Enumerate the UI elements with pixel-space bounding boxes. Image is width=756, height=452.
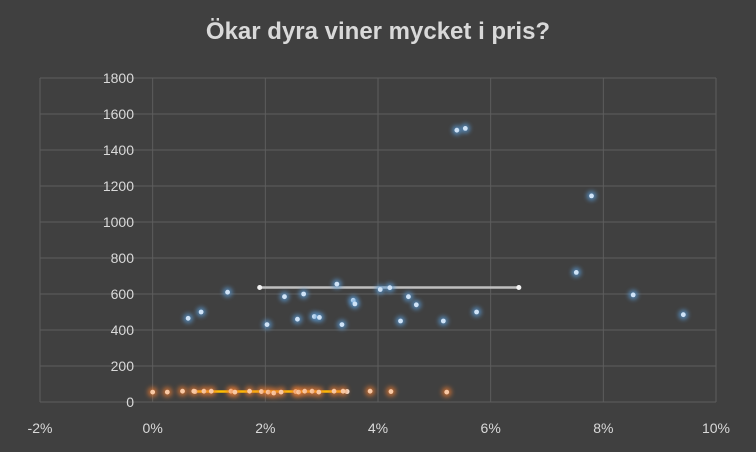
x-tick-label: 0%	[143, 420, 163, 436]
data-point	[340, 388, 346, 394]
data-point	[377, 287, 383, 292]
trend-line-end-marker	[257, 285, 263, 291]
data-point	[589, 193, 594, 199]
data-point	[264, 322, 270, 327]
x-tick-label: 4%	[368, 420, 388, 436]
data-point	[317, 315, 322, 320]
y-tick-label: 600	[111, 286, 135, 302]
data-point	[352, 301, 358, 307]
data-point	[247, 388, 252, 394]
data-point	[198, 309, 204, 315]
data-point	[388, 389, 394, 394]
y-tick-label: 400	[111, 322, 135, 338]
data-point	[296, 389, 301, 395]
y-tick-label: 1800	[103, 70, 134, 86]
data-point	[164, 389, 170, 395]
data-point	[331, 388, 337, 394]
y-tick-label: 0	[126, 394, 134, 410]
data-point	[309, 388, 315, 394]
x-tick-label: 2%	[255, 420, 275, 436]
data-point	[185, 315, 191, 321]
trend-line-end-marker	[516, 285, 522, 291]
data-point	[444, 389, 450, 395]
y-tick-label: 800	[111, 250, 135, 266]
y-tick-label: 1200	[103, 178, 134, 194]
data-point	[316, 389, 322, 395]
data-point	[387, 285, 393, 291]
data-point	[301, 291, 307, 297]
data-point	[225, 289, 230, 295]
data-point	[295, 316, 300, 322]
data-point	[680, 312, 686, 318]
x-tick-label: -2%	[28, 420, 53, 436]
y-tick-label: 1000	[103, 214, 134, 230]
data-point	[339, 322, 345, 327]
data-point	[150, 389, 156, 395]
data-point	[334, 281, 340, 287]
chart-title: Ökar dyra viner mycket i pris?	[205, 18, 551, 45]
data-point	[180, 388, 185, 394]
y-tick-label: 200	[111, 358, 135, 374]
x-tick-label: 10%	[702, 420, 730, 436]
data-point	[278, 389, 284, 395]
data-point	[282, 294, 287, 300]
x-tick-label: 6%	[481, 420, 501, 436]
data-point	[573, 270, 579, 275]
data-point	[258, 389, 264, 394]
data-point	[398, 318, 403, 324]
data-point	[191, 388, 197, 394]
data-point	[302, 388, 308, 394]
data-point	[271, 390, 277, 396]
y-tick-label: 1600	[103, 106, 134, 122]
data-point	[440, 318, 446, 324]
data-point	[232, 389, 238, 395]
data-point	[413, 302, 419, 308]
data-point	[462, 125, 468, 131]
data-point	[474, 309, 479, 315]
data-point	[630, 292, 636, 298]
x-tick-label: 8%	[593, 420, 613, 436]
data-point	[367, 388, 373, 394]
data-point	[454, 127, 460, 133]
y-tick-label: 1400	[103, 142, 134, 158]
data-point	[201, 388, 207, 394]
data-point	[208, 388, 214, 394]
data-point	[406, 294, 411, 300]
